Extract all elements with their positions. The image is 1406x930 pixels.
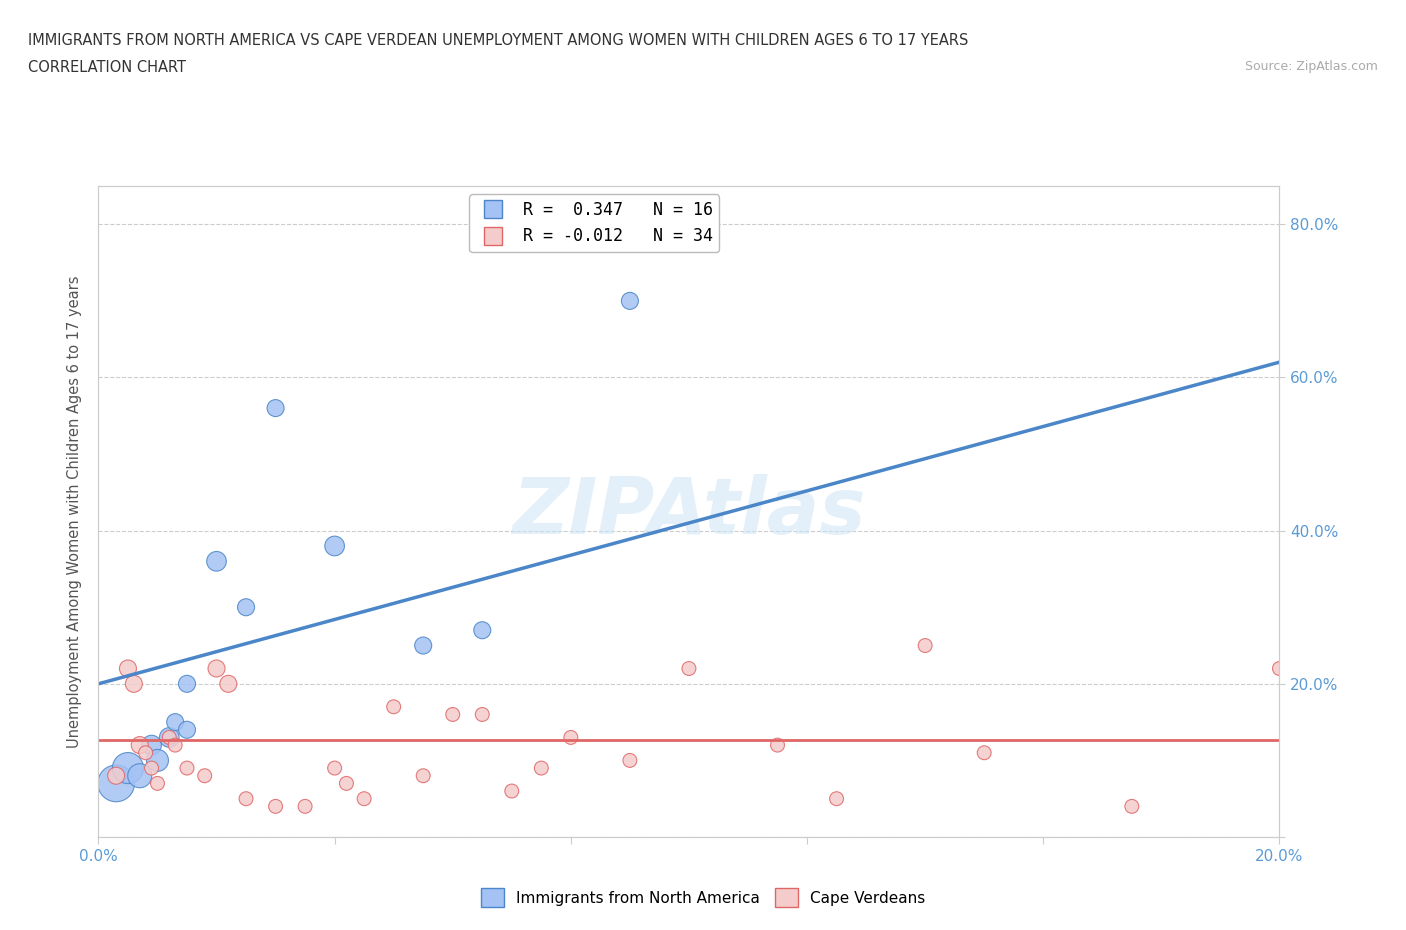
Point — [105, 768, 128, 783]
Point — [235, 600, 257, 615]
Point — [1268, 661, 1291, 676]
Point — [412, 638, 434, 653]
Point — [194, 768, 217, 783]
Point — [1121, 799, 1143, 814]
Point — [501, 784, 523, 799]
Point — [323, 538, 346, 553]
Text: Source: ZipAtlas.com: Source: ZipAtlas.com — [1244, 60, 1378, 73]
Point — [176, 761, 198, 776]
Point — [382, 699, 405, 714]
Point — [128, 737, 150, 752]
Point — [973, 745, 995, 760]
Point — [205, 554, 228, 569]
Point — [117, 661, 139, 676]
Point — [471, 623, 494, 638]
Point — [146, 776, 169, 790]
Point — [205, 661, 228, 676]
Point — [117, 761, 139, 776]
Point — [560, 730, 582, 745]
Point — [441, 707, 464, 722]
Point — [353, 791, 375, 806]
Point — [141, 761, 163, 776]
Point — [471, 707, 494, 722]
Point — [825, 791, 848, 806]
Point — [323, 761, 346, 776]
Point — [157, 730, 180, 745]
Point — [146, 753, 169, 768]
Point — [105, 776, 128, 790]
Point — [264, 401, 287, 416]
Point — [619, 753, 641, 768]
Y-axis label: Unemployment Among Women with Children Ages 6 to 17 years: Unemployment Among Women with Children A… — [67, 275, 83, 748]
Point — [141, 737, 163, 752]
Point — [335, 776, 357, 790]
Point — [165, 737, 187, 752]
Point — [678, 661, 700, 676]
Text: ZIPAtlas: ZIPAtlas — [512, 473, 866, 550]
Point — [122, 676, 145, 691]
Legend: R =  0.347   N = 16, R = -0.012   N = 34: R = 0.347 N = 16, R = -0.012 N = 34 — [470, 194, 720, 252]
Point — [619, 294, 641, 309]
Point — [530, 761, 553, 776]
Point — [176, 723, 198, 737]
Point — [176, 676, 198, 691]
Point — [235, 791, 257, 806]
Text: IMMIGRANTS FROM NORTH AMERICA VS CAPE VERDEAN UNEMPLOYMENT AMONG WOMEN WITH CHIL: IMMIGRANTS FROM NORTH AMERICA VS CAPE VE… — [28, 33, 969, 47]
Point — [264, 799, 287, 814]
Point — [128, 768, 150, 783]
Point — [294, 799, 316, 814]
Point — [914, 638, 936, 653]
Point — [412, 768, 434, 783]
Point — [157, 730, 180, 745]
Text: CORRELATION CHART: CORRELATION CHART — [28, 60, 186, 75]
Legend: Immigrants from North America, Cape Verdeans: Immigrants from North America, Cape Verd… — [475, 883, 931, 913]
Point — [135, 745, 157, 760]
Point — [165, 714, 187, 729]
Point — [766, 737, 789, 752]
Point — [217, 676, 239, 691]
